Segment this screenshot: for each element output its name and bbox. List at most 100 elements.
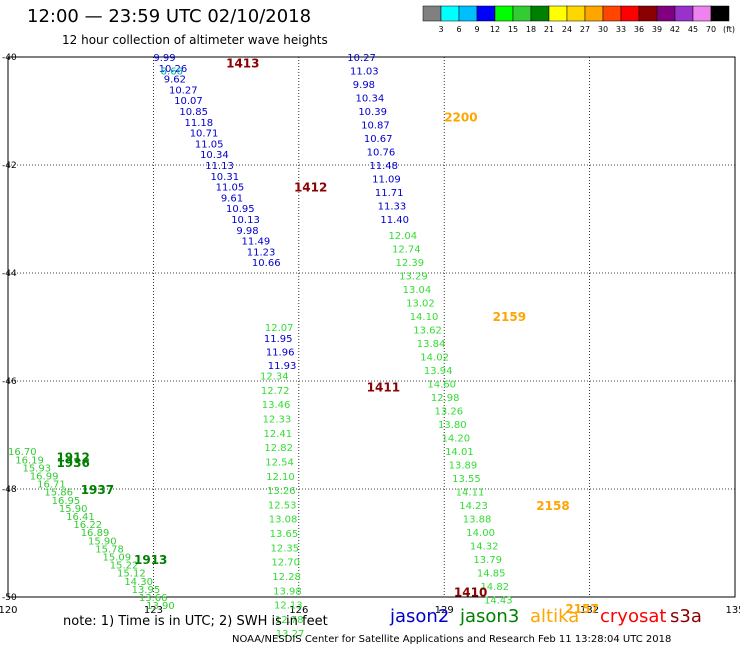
x-tick-label: 129 — [435, 605, 454, 616]
colorbar-label: 33 — [616, 25, 626, 34]
colorbar-label: 42 — [670, 25, 680, 34]
swh-value: 12.35 — [270, 543, 299, 554]
y-tick-label: -50 — [2, 593, 17, 603]
swh-value: 10.39 — [358, 107, 387, 118]
y-tick-label: -48 — [2, 485, 17, 495]
colorbar-label: 39 — [652, 25, 662, 34]
swh-value: 11.49 — [242, 237, 271, 248]
swh-value: 11.33 — [378, 202, 407, 213]
swh-value: 11.95 — [264, 334, 293, 345]
chart-title: 12:00 — 23:59 UTC 02/10/2018 — [27, 6, 312, 27]
swh-value: 12.07 — [265, 323, 294, 334]
swh-value: 16.89 — [81, 528, 110, 539]
swh-value: 12.28 — [272, 572, 301, 583]
swh-value: 11.13 — [205, 161, 234, 172]
time-label: 1413 — [226, 56, 259, 70]
colorbar-swatch — [530, 5, 550, 22]
colorbar-label: 45 — [688, 25, 698, 34]
colorbar-label: 24 — [562, 25, 572, 34]
swh-value: 9.98 — [236, 226, 258, 237]
swh-value: 15.86 — [44, 488, 73, 499]
swh-value: 11.03 — [350, 67, 379, 78]
time-label: 1913 — [134, 553, 167, 567]
swh-value: 13.26 — [267, 486, 296, 497]
swh-value: 12.41 — [264, 429, 293, 440]
swh-value: 13.89 — [449, 461, 478, 472]
time-label: 1411 — [367, 380, 400, 394]
swh-value: 10.67 — [364, 134, 393, 145]
swh-value: 16.99 — [30, 472, 59, 483]
y-tick-label: -46 — [2, 377, 17, 387]
swh-value: 12.72 — [261, 386, 290, 397]
legend-jason3: jason3 — [460, 606, 520, 627]
swh-value: 16.71 — [37, 480, 66, 491]
swh-value: 9.61 — [221, 193, 243, 204]
colorbar-label: 9 — [474, 25, 479, 34]
swh-value: 11.96 — [266, 347, 295, 358]
swh-value: 11.40 — [380, 215, 409, 226]
time-label: 2159 — [493, 310, 526, 324]
swh-value: 12.54 — [265, 457, 294, 468]
colorbar-label: 70 — [706, 25, 716, 34]
swh-value: 11.93 — [268, 361, 297, 372]
swh-value: 10.87 — [361, 121, 390, 132]
swh-value: 13.79 — [473, 555, 502, 566]
time-label: 1410 — [454, 586, 487, 600]
colorbar-label: 36 — [634, 25, 644, 34]
swh-value: 13.65 — [270, 529, 299, 540]
swh-value: 10.95 — [226, 204, 255, 215]
swh-value: 10.66 — [252, 258, 281, 269]
swh-value: 13.46 — [262, 400, 291, 411]
x-tick-label: 135 — [725, 605, 740, 616]
y-tick-label: -44 — [2, 269, 17, 279]
swh-value: 11.48 — [369, 161, 398, 172]
swh-value: 10.34 — [200, 150, 229, 161]
swh-value: 13.26 — [434, 407, 463, 418]
swh-value: 10.34 — [356, 94, 385, 105]
swh-value: 10.27 — [347, 53, 376, 64]
swh-value: 15.90 — [59, 504, 88, 515]
swh-value: 10.26 — [159, 64, 188, 75]
time-label: 2157 — [565, 602, 598, 616]
time-label: 1937 — [81, 483, 114, 497]
swh-value: 10.85 — [179, 107, 208, 118]
swh-value: 13.80 — [438, 420, 467, 431]
swh-value: 11.18 — [185, 118, 214, 129]
colorbar-swatch — [548, 5, 568, 22]
swh-value: 14.43 — [484, 596, 513, 607]
time-label: 1912 — [56, 451, 89, 465]
swh-value: 13.27 — [276, 629, 305, 640]
footer-note: note: 1) Time is in UTC; 2) SWH is in fe… — [63, 614, 328, 629]
swh-value: 14.02 — [420, 353, 449, 364]
colorbar-label: 6 — [456, 25, 461, 34]
swh-value: 14.01 — [445, 447, 474, 458]
swh-value: 12.74 — [392, 245, 421, 256]
x-tick-label: 126 — [289, 605, 308, 616]
colorbar-swatch — [656, 5, 676, 22]
swh-value: 12.53 — [268, 500, 297, 511]
swh-value: 12.04 — [388, 231, 417, 242]
time-label: 1412 — [294, 181, 327, 195]
legend-altika: altika — [530, 606, 580, 627]
swh-value: 12.39 — [396, 258, 425, 269]
swh-value: 13.62 — [413, 326, 442, 337]
swh-value: 12.98 — [431, 393, 460, 404]
colorbar-swatch — [692, 5, 712, 22]
colorbar-swatch — [494, 5, 514, 22]
colorbar-swatch — [476, 5, 496, 22]
swh-value: 13.29 — [399, 272, 428, 283]
swh-value: 11.05 — [216, 183, 245, 194]
swh-value: 15.22 — [110, 561, 139, 572]
swh-value: 14.10 — [410, 312, 439, 323]
swh-value: 10.13 — [231, 215, 260, 226]
swh-value: 12.33 — [263, 415, 292, 426]
colorbar-swatch — [584, 5, 604, 22]
colorbar-swatch — [602, 5, 622, 22]
swh-value: 11.05 — [195, 139, 224, 150]
swh-value: 13.95 — [132, 585, 161, 596]
colorbar-label: 12 — [490, 25, 500, 34]
colorbar-swatch — [458, 5, 478, 22]
swh-value: 13.98 — [273, 586, 302, 597]
